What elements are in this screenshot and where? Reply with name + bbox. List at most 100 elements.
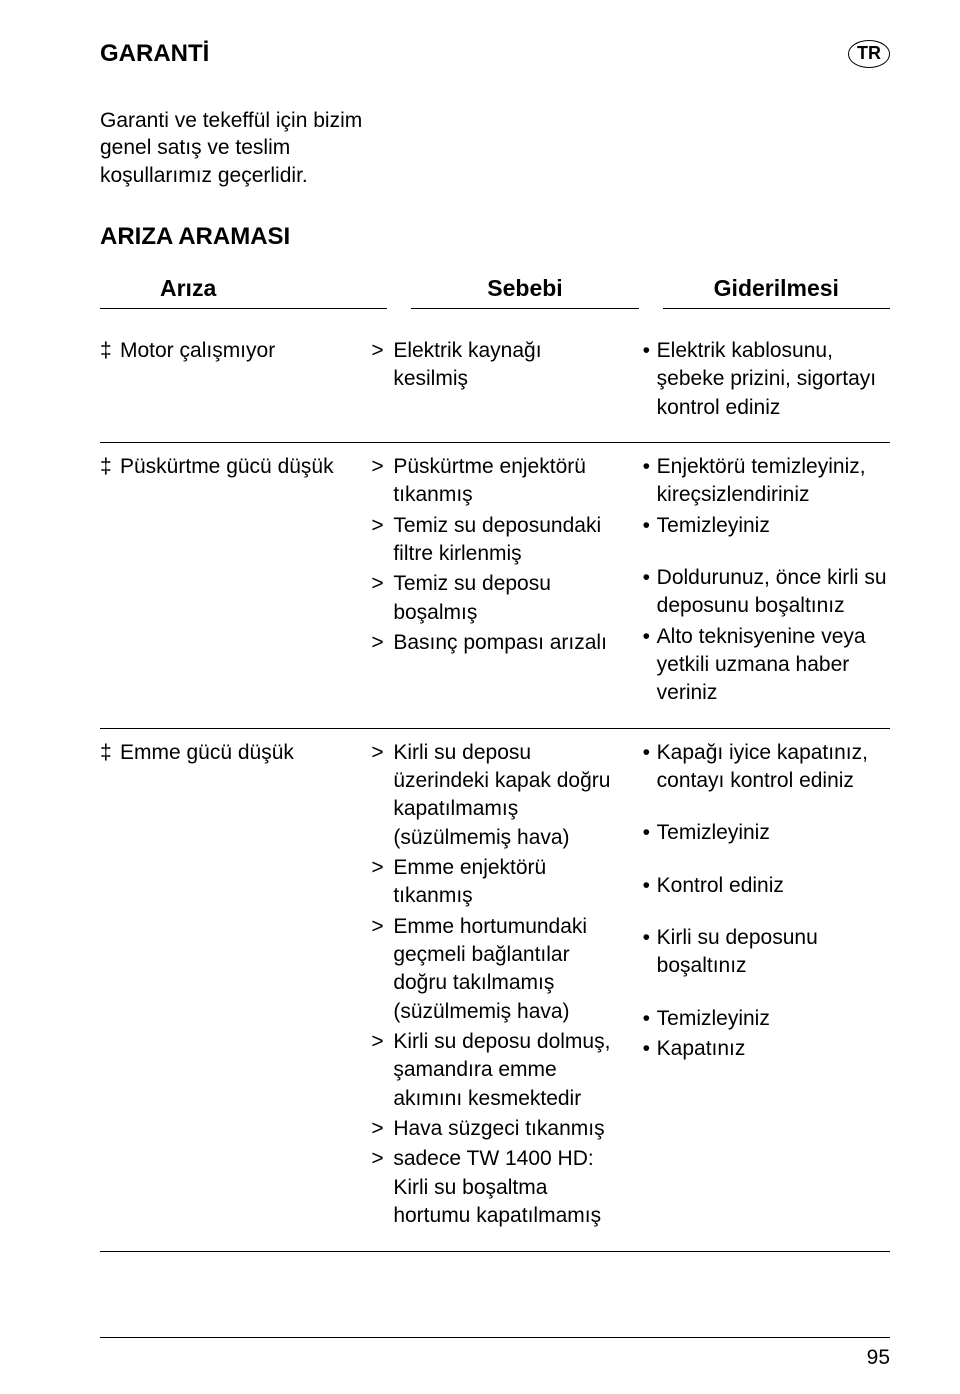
remedy-text: Kapatınız [657,1035,746,1063]
remedy-marker: • [643,564,657,621]
cause-item: >sadece TW 1400 HD: Kirli su boşaltma ho… [371,1145,618,1230]
fault-marker: ‡ [100,453,120,481]
cause-text: Emme enjektörü tıkanmış [393,854,618,911]
remedy-marker: • [643,1005,657,1033]
remedy-item: •Enjektörü temizleyiniz, kireçsizlendiri… [643,453,890,510]
cause-item: >Temiz su deposu boşalmış [371,570,618,627]
cause-item: >Emme enjektörü tıkanmış [371,854,618,911]
table-row: ‡Motor çalışmıyor >Elektrik kaynağı kesil… [100,327,890,443]
remedy-item: •Elektrik kablosunu, şebeke prizini, sig… [643,337,890,422]
cause-marker: > [371,1115,393,1143]
remedy-item: •Kapağı iyice kapatınız, contayı kontrol… [643,739,890,796]
header-cause: Sebebi [411,271,638,309]
remedy-item: •Temizleyiniz [643,512,890,540]
remedy-text: Enjektörü temizleyiniz, kireçsizlendirin… [657,453,890,510]
cause-text: Basınç pompası arızalı [393,629,607,657]
remedy-item: •Kontrol ediniz [643,872,890,900]
cause-marker: > [371,854,393,911]
cause-item: >Kirli su deposu üzerindeki kapak doğru … [371,739,618,852]
footer-rule [100,1337,890,1338]
cause-text: Püskürtme enjektörü tıkanmış [393,453,618,510]
cause-marker: > [371,739,393,852]
intro-paragraph: Garanti ve tekeffül için bizim genel sat… [100,107,380,189]
cause-text: Kirli su deposu üzerindeki kapak doğru k… [393,739,618,852]
cause-marker: > [371,1145,393,1230]
remedy-item: •Kirli su deposunu boşaltınız [643,924,890,981]
fault-cell: ‡Motor çalışmıyor [100,337,347,424]
page-number: 95 [867,1346,890,1370]
cause-text: Kirli su deposu dolmuş, şamandıra emme a… [393,1028,618,1113]
cause-item: >Hava süzgeci tıkanmış [371,1115,618,1143]
cause-text: Temiz su deposu boşalmış [393,570,618,627]
remedy-marker: • [643,819,657,847]
remedy-text: Kapağı iyice kapatınız, contayı kontrol … [657,739,890,796]
cause-item: >Emme hortumundaki geçmeli bağlantılar d… [371,913,618,1026]
header-remedy: Giderilmesi [663,271,890,309]
fault-cell: ‡Püskürtme gücü düşük [100,453,347,710]
fault-item: ‡Motor çalışmıyor [100,337,347,365]
cause-cell: >Püskürtme enjektörü tıkanmış>Temiz su d… [371,453,618,710]
fault-marker: ‡ [100,337,120,365]
remedy-marker: • [643,623,657,708]
cause-marker: > [371,913,393,1026]
cause-text: Hava süzgeci tıkanmış [393,1115,604,1143]
language-badge: TR [848,40,890,68]
remedy-text: Alto teknisyenine veya yetkili uzmana ha… [657,623,890,708]
table-row: ‡Püskürtme gücü düşük>Püskürtme enjektör… [100,443,890,729]
fault-text: Püskürtme gücü düşük [120,453,334,481]
remedy-marker: • [643,512,657,540]
cause-item: >Püskürtme enjektörü tıkanmış [371,453,618,510]
cause-cell: >Elektrik kaynağı kesilmiş [371,337,618,424]
fault-text: Motor çalışmıyor [120,337,275,365]
remedy-cell: •Kapağı iyice kapatınız, contayı kontrol… [643,739,890,1233]
table-row: ‡Emme gücü düşük>Kirli su deposu üzerind… [100,729,890,1252]
cause-text: sadece TW 1400 HD: Kirli su boşaltma hor… [393,1145,618,1230]
cause-marker: > [371,629,393,657]
cause-marker: > [371,512,393,569]
table-header-row: Arıza Sebebi Giderilmesi [100,271,890,309]
cause-marker: > [371,1028,393,1113]
remedy-text: Temizleyiniz [657,512,770,540]
remedy-text: Doldurunuz, önce kirli su deposunu boşal… [657,564,890,621]
remedy-marker: • [643,337,657,422]
remedy-marker: • [643,1035,657,1063]
cause-marker: > [371,337,393,394]
cause-text: Temiz su deposundaki filtre kirlenmiş [393,512,618,569]
cause-text: Elektrik kaynağı kesilmiş [393,337,618,394]
remedy-item: •Temizleyiniz [643,1005,890,1033]
cause-cell: >Kirli su deposu üzerindeki kapak doğru … [371,739,618,1233]
fault-marker: ‡ [100,739,120,767]
cause-item: >Kirli su deposu dolmuş, şamandıra emme … [371,1028,618,1113]
cause-text: Emme hortumundaki geçmeli bağlantılar do… [393,913,618,1026]
document-page: GARANTİ TR Garanti ve tekeffül için bizi… [0,0,960,1394]
fault-item: ‡Emme gücü düşük [100,739,347,767]
remedy-item: •Alto teknisyenine veya yetkili uzmana h… [643,623,890,708]
cause-item: >Temiz su deposundaki filtre kirlenmiş [371,512,618,569]
remedy-item: •Temizleyiniz [643,819,890,847]
header-fault: Arıza [100,271,387,309]
remedy-marker: • [643,739,657,796]
cause-item: >Basınç pompası arızalı [371,629,618,657]
remedy-item: •Kapatınız [643,1035,890,1063]
remedy-marker: • [643,924,657,981]
page-title: GARANTİ [100,40,209,68]
table-body: ‡Motor çalışmıyor>Elektrik kaynağı kesil… [100,327,890,1252]
remedy-item: •Doldurunuz, önce kirli su deposunu boşa… [643,564,890,621]
cause-marker: > [371,570,393,627]
remedy-marker: • [643,872,657,900]
remedy-marker: • [643,453,657,510]
cause-item: >Elektrik kaynağı kesilmiş [371,337,618,394]
remedy-cell: •Elektrik kablosunu, şebeke prizini, sig… [643,337,890,424]
remedy-cell: •Enjektörü temizleyiniz, kireçsizlendiri… [643,453,890,710]
fault-text: Emme gücü düşük [120,739,294,767]
remedy-text: Kirli su deposunu boşaltınız [657,924,890,981]
fault-item: ‡Püskürtme gücü düşük [100,453,347,481]
section-title: ARIZA ARAMASI [100,223,890,251]
cause-marker: > [371,453,393,510]
remedy-text: Kontrol ediniz [657,872,784,900]
remedy-text: Temizleyiniz [657,1005,770,1033]
fault-cell: ‡Emme gücü düşük [100,739,347,1233]
top-row: GARANTİ TR [100,40,890,86]
remedy-text: Temizleyiniz [657,819,770,847]
remedy-text: Elektrik kablosunu, şebeke prizini, sigo… [657,337,890,422]
